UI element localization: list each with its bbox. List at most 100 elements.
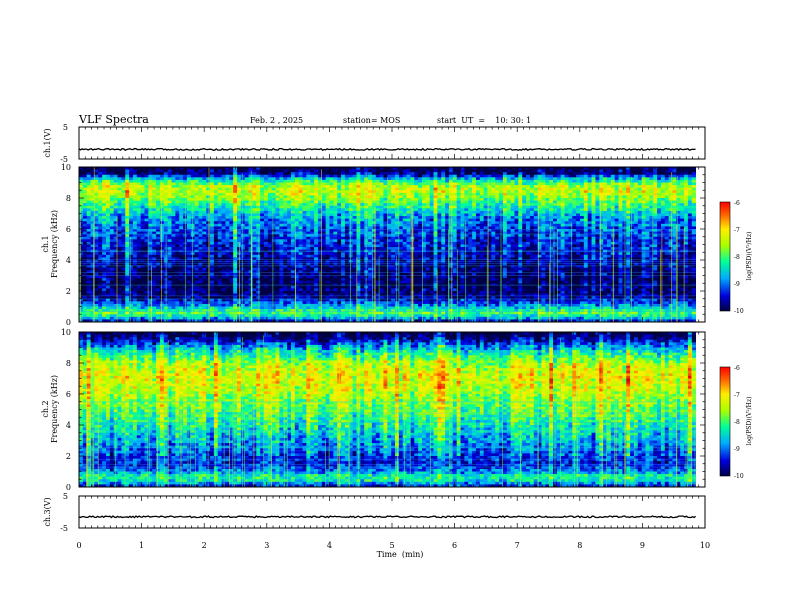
- spectrogram-cell: [630, 187, 635, 191]
- spectrogram-cell: [549, 234, 554, 238]
- spectrogram-cell: [375, 208, 380, 212]
- spectrogram-cell: [186, 167, 192, 170]
- spectrogram-cell: [217, 223, 222, 227]
- spectrogram-cell: [464, 223, 469, 227]
- spectrogram-cell: [136, 198, 142, 201]
- spectrogram-cell: [564, 226, 569, 230]
- spectrogram-cell: [333, 205, 338, 209]
- spectrogram-cell: [495, 172, 500, 176]
- spectrogram-cell: [167, 236, 172, 240]
- spectrogram-cell: [475, 179, 481, 183]
- spectrogram-cell: [210, 198, 215, 201]
- spectrogram-cell: [140, 174, 145, 178]
- spectrogram-cell: [105, 208, 111, 212]
- spectrogram-cell: [599, 174, 604, 178]
- spectrogram-cell: [402, 195, 407, 199]
- spectrogram-cell: [294, 229, 300, 232]
- spectrogram-cell: [676, 169, 681, 173]
- spectrogram-cell: [622, 179, 627, 183]
- spectrogram-cell: [479, 203, 485, 207]
- spectrogram-cell: [479, 216, 485, 220]
- spectrogram-cell: [321, 203, 327, 207]
- spectrogram-cell: [337, 172, 342, 176]
- spectrogram-cell: [410, 192, 415, 196]
- spectrogram-cell: [587, 195, 592, 199]
- spectrogram-cell: [256, 241, 261, 245]
- spectrogram-cell: [109, 241, 115, 245]
- spectrogram-cell: [194, 223, 199, 227]
- spectrogram-cell: [691, 203, 697, 207]
- spectrogram-cell: [518, 239, 523, 243]
- spectrogram-cell: [213, 167, 219, 170]
- spectrogram-cell: [398, 185, 404, 189]
- spectrogram-cell: [437, 216, 442, 220]
- spectrogram-cell: [105, 195, 111, 199]
- spectrogram-cell: [279, 198, 284, 201]
- spectrogram-cell: [333, 216, 338, 220]
- spectrogram-cell: [418, 190, 423, 194]
- spectrogram-cell: [618, 190, 623, 194]
- spectrogram-cell: [79, 169, 84, 173]
- spectrogram-cell: [445, 218, 450, 222]
- spectrogram-cell: [576, 216, 581, 220]
- spectrogram-cell: [321, 190, 327, 194]
- spectrogram-cell: [437, 167, 442, 170]
- spectrogram-cell: [576, 213, 581, 217]
- spectrogram-cell: [541, 210, 546, 214]
- spectrogram-cell: [687, 223, 693, 227]
- spectrogram-cell: [302, 223, 307, 227]
- spectrogram-cell: [129, 205, 134, 209]
- spectrogram-cell: [113, 192, 118, 196]
- spectrogram-cell: [94, 177, 99, 181]
- spectrogram-cell: [210, 167, 215, 170]
- spectrogram-cell: [603, 241, 608, 245]
- spectrogram-cell: [371, 172, 377, 176]
- spectrogram-cell: [186, 218, 192, 222]
- spectrogram-cell: [410, 200, 415, 204]
- spectrogram-cell: [599, 198, 604, 201]
- spectrogram-cell: [410, 167, 415, 170]
- spectrogram-cell: [152, 236, 157, 240]
- spectrogram-cell: [379, 174, 384, 178]
- spectrogram-cell: [425, 195, 431, 199]
- ch1-ytick-top: 5: [63, 123, 68, 132]
- spectrogram-cell: [684, 231, 689, 235]
- spectrogram-cell: [267, 236, 273, 240]
- spectrogram-cell: [429, 223, 434, 227]
- spectrogram-cell: [421, 236, 427, 240]
- spectrogram-cell: [526, 229, 531, 232]
- spectrogram-cell: [175, 203, 180, 207]
- ch1-waveform-ticks: [78, 127, 706, 159]
- spectrogram-cell: [414, 221, 419, 225]
- spectrogram-cell: [383, 221, 388, 225]
- spectrogram-cell: [194, 185, 199, 189]
- spectrogram-cell: [437, 218, 442, 222]
- spectrogram-cell: [105, 221, 111, 225]
- spectrogram-cell: [144, 229, 149, 232]
- spectrogram-cell: [545, 226, 550, 230]
- spectrogram-cell: [664, 229, 670, 232]
- spectrogram-cell: [445, 182, 450, 186]
- spectrogram-cell: [298, 190, 303, 194]
- spectrogram-cell: [314, 177, 319, 181]
- spectrogram-cell: [248, 167, 253, 170]
- spectrogram-cell: [379, 169, 384, 173]
- spectrogram-cell: [502, 241, 508, 245]
- spectrogram-cell: [633, 198, 639, 201]
- spectrogram-cell: [522, 192, 527, 196]
- spectrogram-cell: [263, 221, 269, 225]
- spectrogram-cell: [136, 169, 142, 173]
- spectrogram-cell: [306, 179, 311, 183]
- spectrogram-cell: [522, 234, 527, 238]
- spectrogram-cell: [121, 234, 126, 238]
- spectrogram-cell: [163, 172, 169, 176]
- spectrogram-cell: [583, 226, 589, 230]
- spectrogram-cell: [448, 182, 454, 186]
- spectrogram-cell: [545, 192, 550, 196]
- spectrogram-cell: [129, 190, 134, 194]
- spectrogram-cell: [491, 187, 496, 191]
- spectrogram-cell: [329, 190, 334, 194]
- spectrogram-cell: [564, 205, 569, 209]
- spectrogram-cell: [437, 190, 442, 194]
- spectrogram-cell: [79, 223, 84, 227]
